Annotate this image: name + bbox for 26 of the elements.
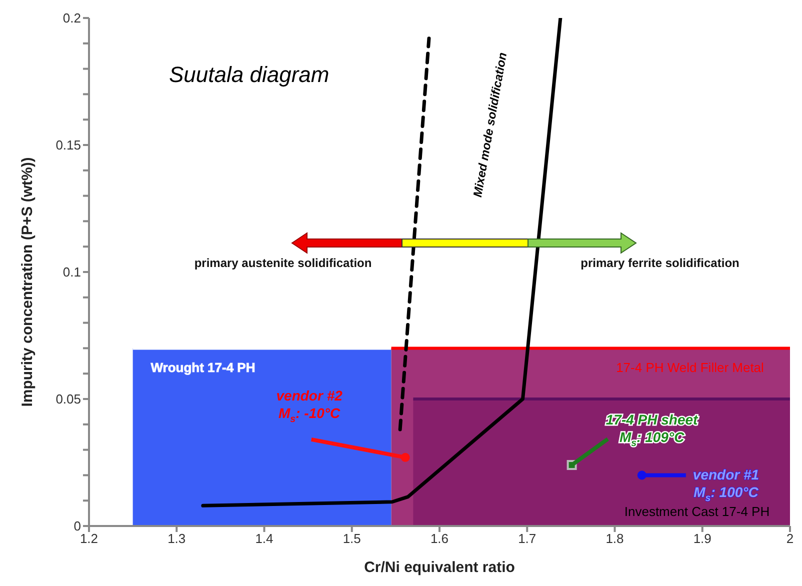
annotation: primary ferrite solidification xyxy=(580,256,740,270)
x-tick-label: 1.3 xyxy=(168,531,186,546)
y-tick-label: 0 xyxy=(74,518,81,534)
x-tick-label: 1.6 xyxy=(430,531,449,546)
y-tick-label: 0.1 xyxy=(62,264,81,280)
x-tick-label: 1.9 xyxy=(693,531,712,546)
x-tick-label: 1.4 xyxy=(255,531,274,546)
annotation: vendor #2 M$_{s}$: -10°C xyxy=(276,387,343,426)
annotation: Investment Cast 17-4 PH xyxy=(624,504,770,520)
x-tick-label: 1.2 xyxy=(80,531,98,546)
y-tick-label: 0.15 xyxy=(56,138,81,153)
x-tick-label: 1.7 xyxy=(518,531,536,546)
y-tick-label: 0.05 xyxy=(56,392,81,407)
text: Suutala diagram xyxy=(169,62,330,87)
annotation: primary austenite solidification xyxy=(194,256,372,270)
annotation: 17-4 PH sheet M$_{s}$: 109°C xyxy=(606,410,700,449)
y-tick-label: 0.2 xyxy=(62,10,81,26)
x-tick-label: 1.8 xyxy=(606,531,624,546)
annotation: vendor #1 M$_{s}$: 100°C xyxy=(692,466,760,504)
x-axis-title: Cr/Ni equivalent ratio xyxy=(364,558,515,576)
annotation: Wrought 17-4 PH xyxy=(150,360,256,376)
y-axis-title: Impurity concentration (P+S (wt%)) xyxy=(18,157,36,407)
annotation: 17-4 PH Weld Filler Metal xyxy=(616,360,764,376)
x-tick-label: 2 xyxy=(786,531,794,546)
annotation: Mixed mode solidification xyxy=(470,51,510,198)
x-tick-label: 1.5 xyxy=(342,531,361,546)
